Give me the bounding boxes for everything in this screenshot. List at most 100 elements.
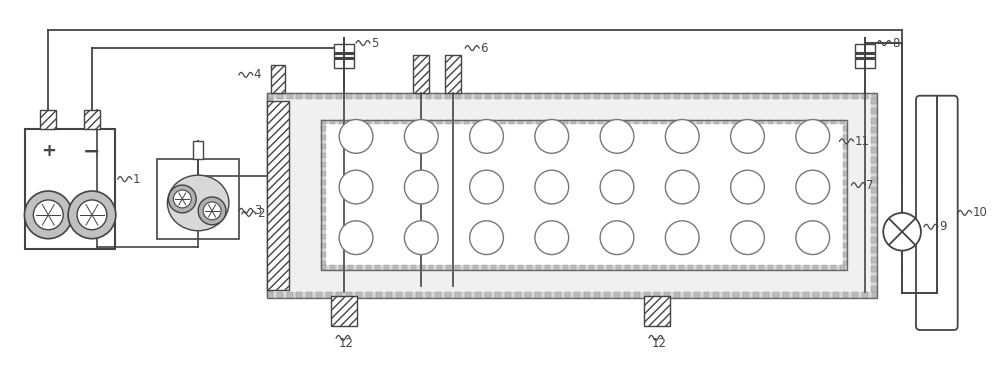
Bar bbox=[475, 292, 481, 298]
Bar bbox=[694, 292, 700, 298]
Bar bbox=[505, 93, 511, 99]
Bar bbox=[515, 292, 521, 298]
Bar bbox=[871, 257, 877, 262]
Bar bbox=[813, 292, 819, 298]
Bar bbox=[267, 99, 273, 292]
Circle shape bbox=[731, 221, 764, 255]
Bar bbox=[446, 120, 451, 125]
Bar bbox=[509, 120, 514, 125]
Circle shape bbox=[883, 213, 921, 251]
Bar bbox=[763, 93, 769, 99]
Bar bbox=[321, 243, 326, 248]
Bar bbox=[435, 292, 441, 298]
Bar bbox=[704, 93, 709, 99]
Bar bbox=[634, 93, 640, 99]
Bar bbox=[723, 292, 729, 298]
Bar bbox=[435, 93, 441, 99]
Text: 8: 8 bbox=[892, 37, 900, 50]
Bar bbox=[464, 120, 469, 125]
Circle shape bbox=[339, 170, 373, 204]
Bar bbox=[563, 120, 568, 125]
Bar bbox=[157, 159, 239, 239]
Bar bbox=[321, 144, 326, 149]
Bar bbox=[604, 292, 610, 298]
Bar bbox=[598, 120, 603, 125]
Bar bbox=[843, 135, 847, 140]
Bar bbox=[455, 93, 461, 99]
Bar bbox=[416, 93, 422, 99]
Bar bbox=[25, 130, 115, 248]
Bar bbox=[723, 93, 729, 99]
Bar bbox=[267, 93, 877, 298]
Bar bbox=[555, 292, 561, 298]
Bar bbox=[321, 127, 326, 132]
Circle shape bbox=[600, 170, 634, 204]
Bar bbox=[316, 93, 322, 99]
Bar bbox=[871, 108, 877, 113]
Bar bbox=[768, 265, 773, 271]
Bar bbox=[518, 265, 523, 271]
Bar bbox=[840, 120, 845, 125]
Bar bbox=[366, 120, 371, 125]
Bar bbox=[321, 171, 326, 176]
Bar bbox=[843, 225, 847, 230]
Bar bbox=[624, 292, 630, 298]
Bar bbox=[321, 162, 326, 167]
Bar bbox=[584, 93, 590, 99]
Circle shape bbox=[535, 170, 569, 204]
Bar bbox=[321, 216, 326, 221]
Circle shape bbox=[731, 170, 764, 204]
Bar bbox=[634, 292, 640, 298]
Bar bbox=[515, 93, 521, 99]
Bar bbox=[793, 292, 799, 298]
Bar bbox=[446, 265, 451, 271]
Bar bbox=[571, 265, 576, 271]
Bar bbox=[679, 120, 684, 125]
Bar bbox=[843, 260, 847, 265]
Bar bbox=[321, 265, 326, 271]
Bar bbox=[321, 120, 847, 125]
Bar bbox=[733, 292, 739, 298]
Text: 11: 11 bbox=[854, 135, 869, 148]
Bar bbox=[491, 120, 496, 125]
Bar bbox=[356, 292, 362, 298]
Circle shape bbox=[173, 190, 191, 208]
Bar bbox=[464, 265, 469, 271]
Bar bbox=[396, 93, 402, 99]
Bar bbox=[267, 101, 289, 290]
Bar bbox=[326, 292, 332, 298]
Bar bbox=[584, 292, 590, 298]
Bar bbox=[616, 265, 621, 271]
Bar bbox=[555, 93, 561, 99]
Bar bbox=[321, 125, 326, 265]
Bar bbox=[704, 292, 709, 298]
Bar bbox=[321, 120, 847, 271]
Bar bbox=[688, 120, 693, 125]
Bar bbox=[525, 292, 531, 298]
Bar bbox=[267, 177, 273, 183]
Bar bbox=[321, 265, 847, 271]
Circle shape bbox=[796, 120, 830, 153]
Bar bbox=[793, 93, 799, 99]
Bar bbox=[843, 180, 847, 185]
Bar bbox=[684, 292, 690, 298]
Bar bbox=[321, 225, 326, 230]
Bar bbox=[563, 265, 568, 271]
Bar bbox=[871, 127, 877, 134]
Bar bbox=[296, 292, 302, 298]
Bar bbox=[277, 292, 283, 298]
Circle shape bbox=[665, 120, 699, 153]
Bar bbox=[872, 292, 877, 298]
Bar bbox=[843, 171, 847, 176]
Bar bbox=[871, 99, 877, 292]
Bar bbox=[843, 127, 847, 132]
Bar bbox=[321, 198, 326, 203]
Circle shape bbox=[535, 221, 569, 255]
Bar bbox=[348, 265, 353, 271]
Bar bbox=[267, 93, 877, 99]
Bar bbox=[525, 93, 531, 99]
Bar bbox=[420, 120, 425, 125]
Bar bbox=[679, 265, 684, 271]
Bar bbox=[416, 292, 422, 298]
Bar bbox=[411, 265, 416, 271]
